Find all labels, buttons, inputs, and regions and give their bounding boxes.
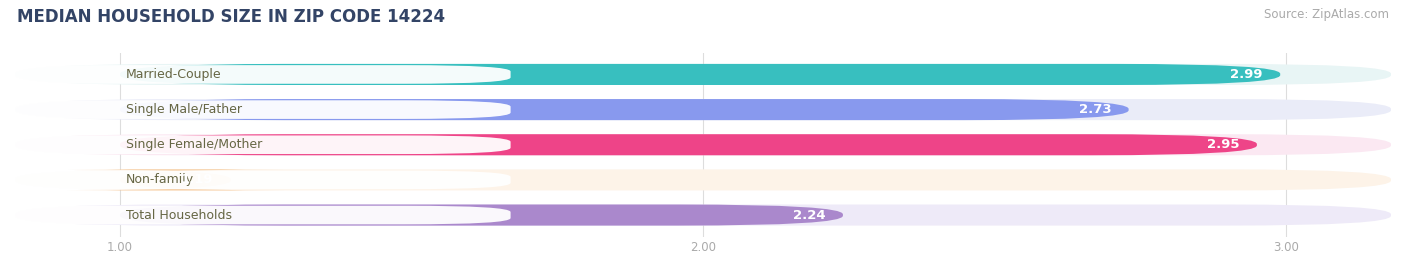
- Text: Single Female/Mother: Single Female/Mother: [125, 138, 262, 151]
- FancyBboxPatch shape: [67, 169, 283, 190]
- Text: 2.95: 2.95: [1206, 138, 1240, 151]
- FancyBboxPatch shape: [120, 134, 1257, 155]
- Text: 2.99: 2.99: [1230, 68, 1263, 81]
- Text: 2.73: 2.73: [1078, 103, 1111, 116]
- FancyBboxPatch shape: [0, 100, 510, 119]
- Text: 2.24: 2.24: [793, 208, 825, 222]
- FancyBboxPatch shape: [0, 171, 510, 189]
- FancyBboxPatch shape: [15, 134, 1391, 155]
- FancyBboxPatch shape: [0, 65, 510, 84]
- Text: Total Households: Total Households: [125, 208, 232, 222]
- FancyBboxPatch shape: [15, 99, 1391, 120]
- Text: Married-Couple: Married-Couple: [125, 68, 221, 81]
- Text: Source: ZipAtlas.com: Source: ZipAtlas.com: [1264, 8, 1389, 21]
- FancyBboxPatch shape: [120, 64, 1281, 85]
- FancyBboxPatch shape: [120, 99, 1129, 120]
- Text: MEDIAN HOUSEHOLD SIZE IN ZIP CODE 14224: MEDIAN HOUSEHOLD SIZE IN ZIP CODE 14224: [17, 8, 444, 26]
- FancyBboxPatch shape: [0, 135, 510, 154]
- Text: 1.19: 1.19: [181, 174, 214, 186]
- FancyBboxPatch shape: [0, 206, 510, 224]
- Text: Non-family: Non-family: [125, 174, 194, 186]
- FancyBboxPatch shape: [120, 204, 844, 226]
- Text: Single Male/Father: Single Male/Father: [125, 103, 242, 116]
- FancyBboxPatch shape: [15, 169, 1391, 190]
- FancyBboxPatch shape: [15, 64, 1391, 85]
- FancyBboxPatch shape: [15, 204, 1391, 226]
